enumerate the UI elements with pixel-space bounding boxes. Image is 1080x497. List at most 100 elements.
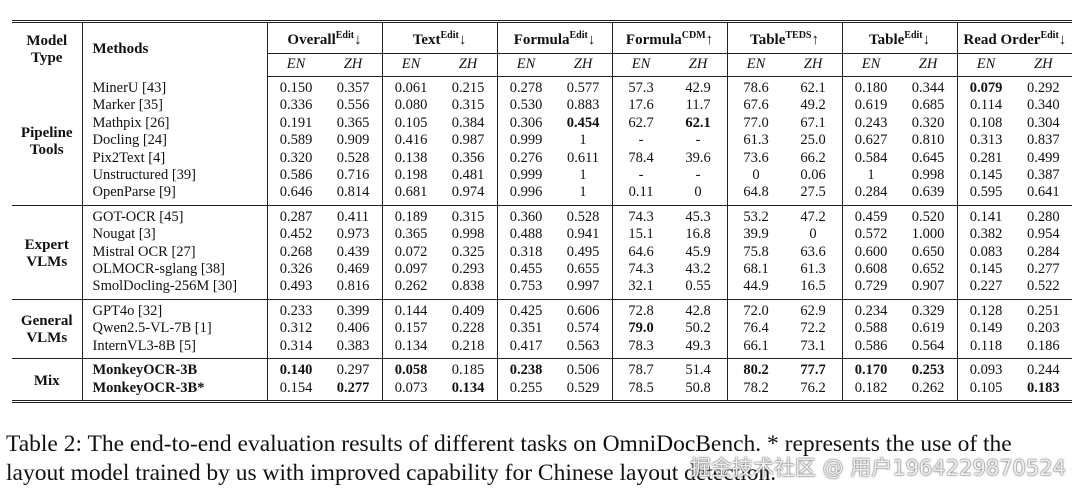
value-cell: 0.365 bbox=[381, 226, 440, 244]
row-group: Expert VLMs GOT-OCR [45] 0.287 0.411 0.189 0.… bbox=[12, 205, 1073, 300]
language-header: ZH bbox=[669, 53, 728, 77]
value-cell: 0.382 bbox=[956, 226, 1015, 244]
value-cell: 74.3 bbox=[611, 205, 670, 227]
value-cell: 0.344 bbox=[911, 80, 945, 96]
metric-header: TableEdit↓ bbox=[841, 21, 958, 54]
value-cell: 76.2 bbox=[800, 379, 826, 396]
value-cell: 0.186 bbox=[1027, 337, 1060, 354]
language-header: EN bbox=[611, 53, 670, 77]
value-cell: 0.838 bbox=[451, 278, 485, 295]
value-cell: 0.716 bbox=[336, 167, 370, 184]
value-cell: 0.284 bbox=[1027, 243, 1060, 260]
value-cell: 0 bbox=[726, 167, 785, 185]
metric-header: Read OrderEdit↓ bbox=[956, 21, 1073, 54]
value-cell: 0.150 bbox=[279, 80, 313, 96]
method-name: Qwen2.5-VL-7B [1] bbox=[81, 320, 268, 338]
value-cell: 15.1 bbox=[611, 226, 670, 244]
value-cell: 0.399 bbox=[336, 302, 370, 319]
value-cell: 0.134 bbox=[451, 379, 485, 396]
value-cell: 42.9 bbox=[685, 80, 711, 96]
value-cell: 77.0 bbox=[726, 114, 785, 133]
caption: Table 2: The end-to-end evaluation resul… bbox=[6, 431, 1012, 486]
value-cell: 0.297 bbox=[336, 362, 370, 379]
value-cell: 0.277 bbox=[1027, 261, 1060, 278]
value-cell: 0.06 bbox=[800, 167, 826, 184]
value-cell: 0.320 bbox=[279, 149, 313, 166]
language-header: ZH bbox=[554, 53, 613, 77]
value-cell: 32.1 bbox=[611, 278, 670, 300]
value-cell: 0.996 bbox=[496, 184, 555, 206]
value-cell: 0.157 bbox=[381, 320, 440, 338]
table-row: InternVL3-8B [5] 0.314 0.383 0.134 0.218 0.41… bbox=[12, 337, 1072, 359]
value-cell: 50.8 bbox=[685, 379, 711, 396]
value-cell: 16.5 bbox=[800, 278, 826, 295]
value-cell: 64.8 bbox=[726, 184, 785, 206]
value-cell: 0.973 bbox=[336, 226, 370, 243]
value-cell: 0.105 bbox=[956, 379, 1015, 402]
method-name: Pix2Text [4] bbox=[81, 149, 268, 168]
metric-arrow: ↑ bbox=[705, 31, 714, 48]
value-cell: 45.9 bbox=[685, 243, 711, 260]
value-cell: 0.685 bbox=[911, 97, 945, 114]
value-cell: 0.998 bbox=[911, 167, 945, 184]
metric-arrow: ↓ bbox=[354, 31, 362, 48]
value-cell: 0.228 bbox=[451, 320, 485, 337]
value-cell: 78.7 bbox=[611, 358, 670, 380]
value-cell: 0.329 bbox=[911, 302, 945, 319]
value-cell: 0.336 bbox=[279, 97, 313, 114]
metric-arrow: ↓ bbox=[922, 31, 931, 48]
value-cell: 0.268 bbox=[279, 243, 313, 260]
value-cell: 0.306 bbox=[496, 114, 555, 133]
value-cell: - bbox=[611, 167, 670, 185]
value-cell: 0.138 bbox=[381, 149, 440, 168]
value-cell: 0.522 bbox=[1027, 278, 1060, 295]
value-cell: 0.280 bbox=[1027, 208, 1060, 225]
value-cell: 0.340 bbox=[1027, 97, 1060, 114]
value-cell: 0.406 bbox=[336, 320, 370, 337]
value-cell: 0.253 bbox=[911, 362, 945, 379]
row-group: Mix MonkeyOCR-3B 0.140 0.297 0.058 0.185 0.238… bbox=[12, 358, 1073, 402]
value-cell: 0.118 bbox=[956, 337, 1015, 359]
value-cell: 0.425 bbox=[496, 299, 555, 321]
value-cell: 0.488 bbox=[496, 226, 555, 244]
value-cell: 42.8 bbox=[685, 302, 711, 319]
model-type: Expert VLMs bbox=[24, 236, 69, 270]
method-name: MonkeyOCR-3B* bbox=[81, 379, 268, 402]
value-cell: 0.198 bbox=[381, 167, 440, 185]
metric-arrow: ↓ bbox=[587, 31, 596, 48]
value-cell: 78.3 bbox=[611, 337, 670, 359]
value-cell: 0.681 bbox=[381, 184, 440, 206]
row-group: General VLMs GPT4o [32] 0.233 0.399 0.144 0.4… bbox=[12, 299, 1073, 359]
value-cell: 47.2 bbox=[800, 208, 826, 225]
metric-header: TableTEDS↑ bbox=[726, 21, 843, 54]
value-cell: 0.469 bbox=[336, 261, 370, 278]
value-cell: 0.073 bbox=[381, 379, 440, 402]
value-cell: 0.608 bbox=[841, 261, 900, 279]
value-cell: 0.577 bbox=[566, 80, 600, 96]
value-cell: 0.315 bbox=[451, 208, 485, 225]
language-header: ZH bbox=[784, 53, 843, 77]
value-cell: 27.5 bbox=[800, 184, 826, 201]
table-row: OpenParse [9] 0.646 0.814 0.681 0.974 0.996 1 0… bbox=[12, 184, 1072, 206]
value-cell: 62.1 bbox=[800, 80, 826, 96]
value-cell: 67.6 bbox=[726, 97, 785, 115]
value-cell: 0.315 bbox=[451, 97, 485, 114]
value-cell: 68.1 bbox=[726, 261, 785, 279]
value-cell: - bbox=[611, 132, 670, 150]
metric-sup: Edit bbox=[1040, 29, 1059, 41]
methods-header: Methods bbox=[81, 21, 268, 77]
method-name: Mathpix [26] bbox=[81, 114, 268, 133]
value-cell: 0.452 bbox=[279, 226, 313, 243]
value-cell: 0.586 bbox=[279, 167, 313, 184]
value-cell: 0.145 bbox=[956, 167, 1015, 185]
method-name: SmolDocling-256M [30] bbox=[81, 278, 268, 300]
value-cell: 0.278 bbox=[496, 76, 555, 98]
value-cell: 0.251 bbox=[1027, 302, 1060, 319]
value-cell: 62.7 bbox=[611, 114, 670, 133]
value-cell: 0.154 bbox=[279, 379, 313, 396]
value-cell: 0.292 bbox=[1027, 80, 1060, 96]
value-cell: 1 bbox=[841, 167, 900, 185]
value-cell: 0.320 bbox=[911, 114, 945, 131]
value-cell: 0.520 bbox=[911, 208, 945, 225]
model-type-header: Model Type bbox=[26, 32, 68, 66]
